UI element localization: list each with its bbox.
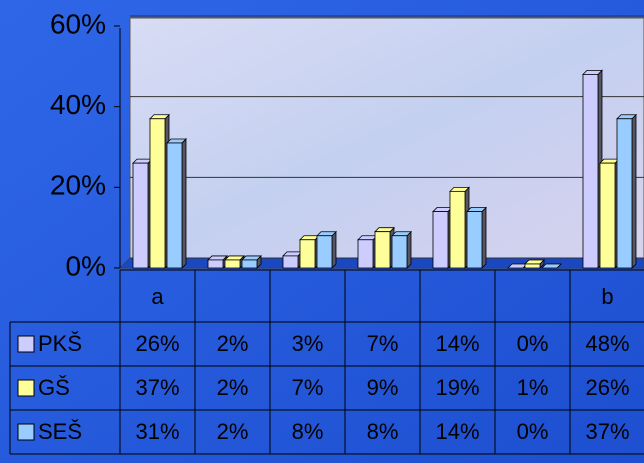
bar-top bbox=[299, 235, 320, 241]
bar bbox=[524, 263, 541, 269]
x-tick-label: a bbox=[151, 284, 164, 309]
y-tick-label: 20% bbox=[50, 170, 106, 201]
data-label: 2% bbox=[217, 331, 249, 356]
bar-top bbox=[282, 251, 303, 257]
bar bbox=[466, 211, 483, 269]
bar-top bbox=[132, 158, 153, 164]
bar bbox=[207, 259, 224, 269]
bar-top bbox=[316, 231, 337, 237]
data-label: 2% bbox=[217, 375, 249, 400]
x-tick-label: b bbox=[601, 284, 613, 309]
data-label: 26% bbox=[585, 375, 629, 400]
legend-label: SEŠ bbox=[38, 419, 82, 444]
data-label: 31% bbox=[135, 419, 179, 444]
data-label: 2% bbox=[217, 419, 249, 444]
bar-top bbox=[207, 255, 228, 261]
bar-top bbox=[149, 114, 170, 120]
bar bbox=[299, 239, 316, 269]
data-label: 0% bbox=[517, 419, 549, 444]
bar bbox=[357, 239, 374, 269]
bar bbox=[432, 211, 449, 269]
data-label: 0% bbox=[517, 331, 549, 356]
bar bbox=[241, 259, 258, 269]
bar-top bbox=[449, 186, 470, 192]
bar-side bbox=[631, 113, 637, 269]
bar bbox=[166, 142, 183, 269]
bar bbox=[132, 162, 149, 269]
data-label: 3% bbox=[292, 331, 324, 356]
bar-side bbox=[181, 138, 187, 269]
bar-top bbox=[166, 138, 187, 144]
bar-top bbox=[432, 207, 453, 212]
legend-swatch bbox=[17, 423, 35, 441]
data-label: 37% bbox=[585, 419, 629, 444]
bar bbox=[449, 190, 466, 269]
bar-side bbox=[406, 230, 412, 269]
bar bbox=[149, 118, 166, 269]
bar-top bbox=[391, 231, 412, 237]
back-wall bbox=[129, 17, 644, 259]
data-label: 1% bbox=[517, 375, 549, 400]
data-label: 48% bbox=[585, 331, 629, 356]
bar bbox=[391, 235, 408, 269]
bar bbox=[316, 235, 333, 269]
bar bbox=[599, 162, 616, 269]
bar-top bbox=[616, 114, 637, 120]
bar bbox=[582, 74, 599, 269]
legend-label: GŠ bbox=[38, 375, 70, 400]
bar bbox=[282, 255, 299, 269]
bar bbox=[616, 118, 633, 269]
y-tick-label: 60% bbox=[50, 8, 106, 39]
bar-top bbox=[599, 158, 620, 164]
legend-swatch bbox=[17, 379, 35, 397]
data-label: 14% bbox=[435, 331, 479, 356]
bar-side bbox=[331, 230, 337, 269]
bar-side bbox=[481, 206, 487, 269]
bar-top bbox=[357, 235, 378, 241]
bar-top bbox=[224, 255, 245, 261]
data-label: 9% bbox=[367, 375, 399, 400]
data-label: 19% bbox=[435, 375, 479, 400]
data-label: 8% bbox=[367, 419, 399, 444]
y-tick-label: 0% bbox=[66, 250, 106, 281]
bar-top bbox=[541, 263, 562, 269]
bar-top bbox=[524, 259, 545, 265]
y-tick-label: 40% bbox=[50, 89, 106, 120]
data-label: 26% bbox=[135, 331, 179, 356]
bar-top bbox=[374, 227, 395, 233]
data-label: 8% bbox=[292, 419, 324, 444]
data-label: 37% bbox=[135, 375, 179, 400]
legend-label: PKŠ bbox=[38, 331, 82, 356]
bar-top bbox=[466, 207, 487, 212]
data-label: 7% bbox=[367, 331, 399, 356]
bar-top bbox=[582, 70, 603, 75]
bar bbox=[374, 231, 391, 269]
bar bbox=[224, 259, 241, 269]
legend-swatch bbox=[17, 335, 35, 353]
bar-top bbox=[241, 255, 262, 261]
data-label: 7% bbox=[292, 375, 324, 400]
data-label: 14% bbox=[435, 419, 479, 444]
bar-top bbox=[507, 263, 528, 269]
